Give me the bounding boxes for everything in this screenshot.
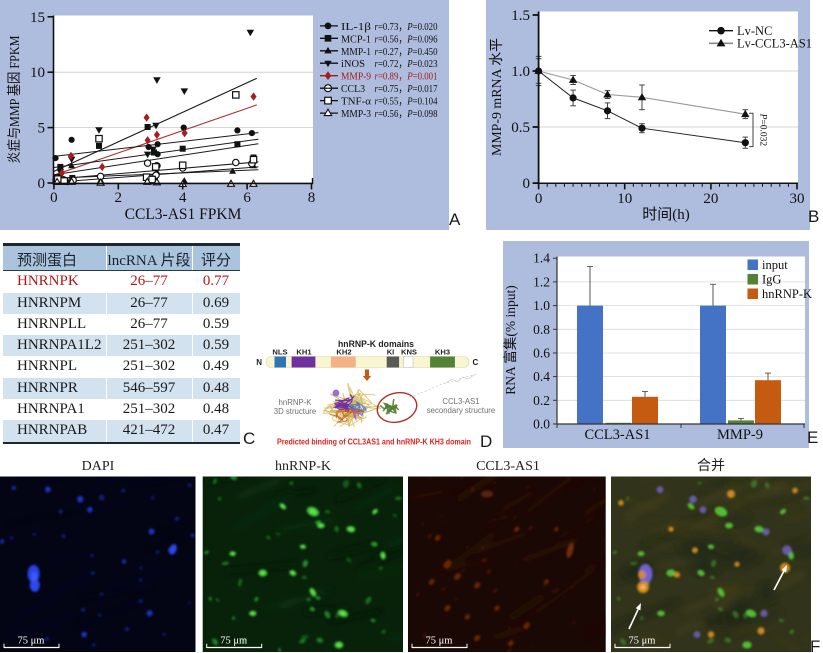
svg-text:iNOS: iNOS: [341, 58, 365, 70]
svg-text:0.8: 0.8: [533, 322, 550, 337]
svg-text:0.4: 0.4: [533, 369, 550, 384]
svg-text:r=0.72，P=0.023: r=0.72，P=0.023: [375, 58, 438, 70]
svg-text:RNA 富集(% input): RNA 富集(% input): [502, 285, 518, 395]
svg-text:75 μm: 75 μm: [426, 636, 453, 647]
svg-text:10: 10: [30, 65, 45, 81]
svg-text:合并: 合并: [697, 458, 725, 474]
svg-text:KH2: KH2: [336, 347, 351, 356]
svg-text:MMP-3: MMP-3: [341, 108, 371, 120]
svg-text:DAPI: DAPI: [82, 459, 115, 474]
svg-text:0.0: 0.0: [533, 417, 550, 432]
svg-text:P=0.032: P=0.032: [758, 113, 768, 147]
svg-text:0.2: 0.2: [533, 393, 550, 408]
svg-text:hnRNP-K: hnRNP-K: [762, 287, 812, 301]
svg-text:input: input: [762, 258, 788, 272]
svg-text:CCL3-AS1: CCL3-AS1: [584, 427, 650, 443]
svg-text:r=0.73，P=0.020: r=0.73，P=0.020: [375, 21, 438, 33]
svg-text:CCL3-AS1: CCL3-AS1: [476, 459, 540, 474]
svg-text:Lv-NC: Lv-NC: [737, 24, 772, 38]
svg-text:MMP-9: MMP-9: [717, 427, 763, 443]
svg-text:hnRNP-K domains: hnRNP-K domains: [338, 339, 414, 350]
svg-text:r=0.55，P=0.104: r=0.55，P=0.104: [375, 96, 438, 108]
svg-text:1.2: 1.2: [533, 274, 550, 289]
svg-text:0: 0: [523, 176, 531, 192]
svg-text:炎症与MMP 基因 FPKM: 炎症与MMP 基因 FPKM: [6, 35, 23, 163]
svg-text:IL-1β: IL-1β: [341, 21, 371, 33]
svg-text:1.0: 1.0: [511, 64, 530, 80]
svg-text:Lv-CCL3-AS1: Lv-CCL3-AS1: [737, 37, 812, 51]
svg-text:MCP-1: MCP-1: [341, 33, 371, 45]
svg-text:MMP-9 mRNA 水平: MMP-9 mRNA 水平: [489, 38, 505, 156]
svg-text:1.5: 1.5: [511, 8, 530, 24]
svg-text:hnRNP-K: hnRNP-K: [275, 459, 331, 474]
svg-text:30: 30: [790, 191, 805, 207]
svg-text:MMP-9: MMP-9: [341, 71, 371, 83]
svg-text:75 μm: 75 μm: [220, 636, 247, 647]
svg-text:75 μm: 75 μm: [18, 636, 45, 647]
svg-text:MMP-1: MMP-1: [341, 46, 371, 58]
svg-text:0: 0: [50, 190, 58, 206]
svg-text:0.6: 0.6: [533, 346, 550, 361]
svg-text:r=0.75，P=0.017: r=0.75，P=0.017: [375, 83, 438, 95]
svg-text:2: 2: [115, 190, 123, 206]
svg-text:1.4: 1.4: [533, 251, 550, 266]
svg-text:secondary structure: secondary structure: [427, 406, 495, 415]
svg-text:75 μm: 75 μm: [629, 636, 656, 647]
svg-text:NLS: NLS: [272, 347, 287, 356]
svg-text:r=0.56，P=0.096: r=0.56，P=0.096: [375, 33, 438, 45]
svg-text:r=0.56，P=0.098: r=0.56，P=0.098: [375, 108, 438, 120]
svg-text:KI: KI: [387, 347, 395, 356]
svg-text:15: 15: [30, 10, 45, 26]
svg-text:0: 0: [38, 176, 46, 192]
svg-text:4: 4: [179, 190, 187, 206]
svg-text:r=0.89，P=0.001: r=0.89，P=0.001: [375, 71, 438, 83]
svg-text:1.0: 1.0: [533, 298, 550, 313]
svg-text:8: 8: [308, 190, 316, 206]
svg-text:5: 5: [38, 121, 46, 137]
svg-text:r=0.27，P=0.450: r=0.27，P=0.450: [375, 46, 438, 58]
svg-text:CCL3: CCL3: [341, 83, 365, 95]
svg-text:hnRNP-K: hnRNP-K: [279, 398, 313, 407]
svg-text:CCL3-AS1 FPKM: CCL3-AS1 FPKM: [125, 206, 242, 223]
svg-text:CCL3-AS1: CCL3-AS1: [442, 397, 479, 406]
svg-text:6: 6: [243, 190, 251, 206]
svg-text:0.5: 0.5: [511, 120, 530, 136]
svg-text:KH1: KH1: [296, 347, 312, 356]
svg-text:IgG: IgG: [762, 273, 781, 287]
svg-text:C: C: [473, 358, 479, 367]
svg-text:KNS: KNS: [401, 347, 417, 356]
svg-text:TNF-α: TNF-α: [341, 96, 371, 108]
svg-text:时间(h): 时间(h): [642, 206, 690, 223]
svg-text:N: N: [256, 358, 262, 367]
svg-text:0: 0: [535, 191, 543, 207]
svg-text:3D structure: 3D structure: [274, 407, 316, 416]
svg-text:KH3: KH3: [435, 347, 450, 356]
svg-text:10: 10: [617, 191, 632, 207]
svg-text:20: 20: [703, 191, 718, 207]
svg-text:Predicted binding of CCL3AS1 a: Predicted binding of CCL3AS1 and hnRNP-K…: [277, 437, 471, 447]
